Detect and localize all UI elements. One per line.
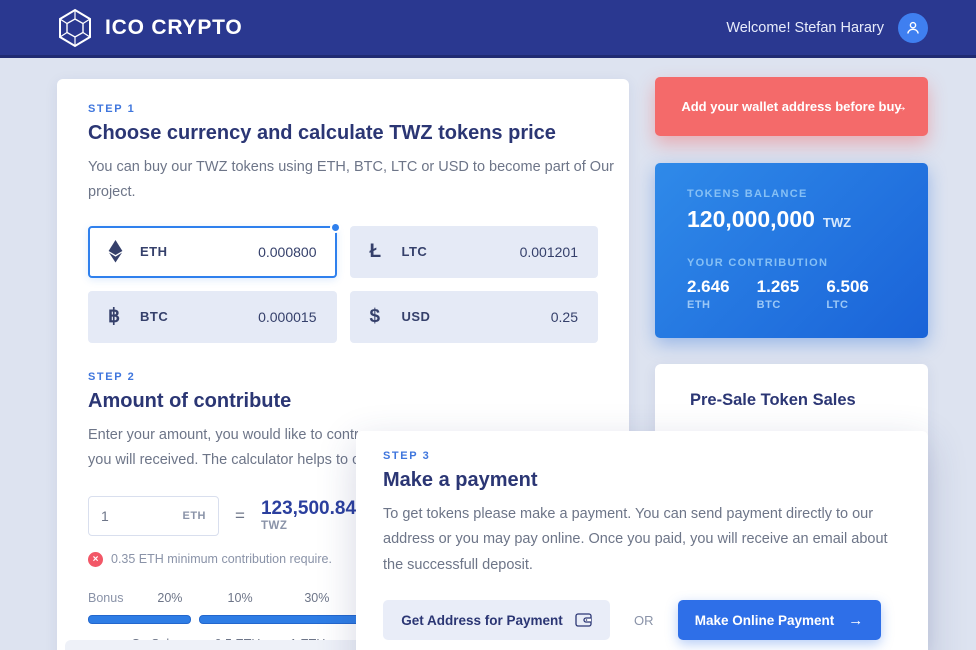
currency-option-btc[interactable]: ฿ BTC 0.000015	[88, 290, 337, 343]
welcome-text: Welcome! Stefan Harary	[726, 19, 884, 36]
contribution-value: 1.265	[756, 277, 800, 296]
amount-unit-label: ETH	[182, 509, 206, 522]
bonus-label: Bonus	[88, 590, 124, 605]
balance-label: TOKENS BALANCE	[687, 188, 808, 200]
step1-description: You can buy our TWZ tokens using ETH, BT…	[88, 159, 614, 201]
presale-title: Pre-Sale Token Sales	[690, 391, 856, 409]
result-unit: TWZ	[260, 519, 288, 532]
calc-result: 123,500.84 TWZ	[260, 498, 357, 532]
contribution-unit: LTC	[826, 299, 849, 311]
get-address-button[interactable]: Get Address for Payment	[383, 600, 610, 641]
contribution-value: 2.646	[687, 277, 730, 296]
bonus-tick: 20%	[157, 590, 183, 605]
currency-name: USD	[401, 309, 431, 325]
arrow-right-icon: →	[848, 611, 864, 629]
bonus-tick: 30%	[304, 590, 330, 605]
currency-name: BTC	[140, 309, 169, 325]
tokens-balance-card: TOKENS BALANCE 120,000,000 TWZ YOUR CONT…	[655, 163, 928, 338]
user-icon	[907, 21, 919, 34]
contribution-unit: ETH	[687, 299, 711, 311]
add-wallet-address-button[interactable]: Add your wallet address before buy →	[655, 77, 928, 136]
currency-name: LTC	[401, 244, 428, 260]
or-separator: OR	[634, 612, 654, 628]
contribution-btc: 1.265 BTC	[757, 277, 827, 311]
balance-unit: TWZ	[822, 215, 852, 230]
step1-label: STEP 1	[88, 103, 136, 115]
currency-option-usd[interactable]: $ USD 0.25	[349, 290, 598, 343]
wallet-icon	[575, 613, 592, 627]
alert-label: Add your wallet address before buy	[681, 99, 902, 114]
top-navbar: ICO CRYPTO Welcome! Stefan Harary	[0, 0, 976, 58]
result-value: 123,500.84	[260, 498, 357, 520]
currency-option-ltc[interactable]: Ł LTC 0.001201	[349, 225, 598, 278]
currency-rate: 0.000800	[258, 243, 317, 260]
equals-sign: =	[235, 505, 245, 525]
brand-logo[interactable]: ICO CRYPTO	[57, 8, 243, 48]
currency-rate: 0.001201	[519, 243, 578, 260]
brand-name: ICO CRYPTO	[105, 15, 243, 39]
amount-input[interactable]: 1 ETH	[88, 495, 219, 536]
bonus-tick: 10%	[227, 590, 253, 605]
step1-title: Choose currency and calculate TWZ tokens…	[88, 122, 556, 144]
progress-bar-segment	[88, 614, 192, 624]
currency-name: ETH	[140, 244, 168, 260]
step3-description: To get tokens please make a payment. You…	[383, 506, 888, 573]
ethereum-icon	[108, 240, 134, 263]
step2-description-line1: Enter your amount, you would like to con…	[88, 426, 358, 443]
token-calculator: 1 ETH = 123,500.84 TWZ	[88, 495, 598, 536]
step2-description-line2: you will received. The calculator helps …	[88, 452, 358, 469]
currency-rate: 0.000015	[258, 308, 317, 325]
contribution-unit: BTC	[756, 299, 781, 311]
step3-title: Make a payment	[383, 469, 538, 491]
currency-options: ETH 0.000800 Ł LTC 0.001201 ฿ BTC 0.0000…	[88, 221, 598, 343]
balance-value: 120,000,000	[687, 206, 815, 232]
contribution-value: 6.506	[826, 277, 869, 296]
make-payment-card: STEP 3 Make a payment To get tokens plea…	[356, 431, 928, 650]
currency-rate: 0.25	[550, 308, 578, 325]
note-text: 0.35 ETH minimum contribution require.	[111, 552, 332, 566]
litecoin-icon: Ł	[369, 240, 382, 262]
make-online-payment-button[interactable]: Make Online Payment →	[677, 600, 881, 641]
amount-value: 1	[101, 507, 109, 524]
minimum-contribution-note: × 0.35 ETH minimum contribution require.	[88, 551, 598, 567]
dollar-icon: $	[369, 305, 381, 327]
user-avatar-button[interactable]	[898, 12, 928, 43]
currency-option-eth[interactable]: ETH 0.000800	[88, 221, 341, 278]
bitcoin-icon: ฿	[108, 306, 121, 328]
step3-label: STEP 3	[383, 450, 431, 462]
contribution-label: YOUR CONTRIBUTION	[687, 257, 829, 269]
contribution-eth: 2.646 ETH	[687, 277, 757, 311]
selected-dot	[329, 221, 341, 233]
step2-title: Amount of contribute	[88, 389, 292, 412]
online-payment-label: Make Online Payment	[694, 612, 835, 628]
arrow-right-icon: →	[893, 98, 908, 115]
hexagon-logo-icon	[57, 8, 93, 48]
note-box-cutoff	[65, 640, 621, 650]
get-address-label: Get Address for Payment	[401, 612, 563, 628]
step2-label: STEP 2	[88, 370, 136, 383]
error-icon: ×	[88, 551, 103, 567]
contribution-ltc: 6.506 LTC	[826, 277, 896, 311]
